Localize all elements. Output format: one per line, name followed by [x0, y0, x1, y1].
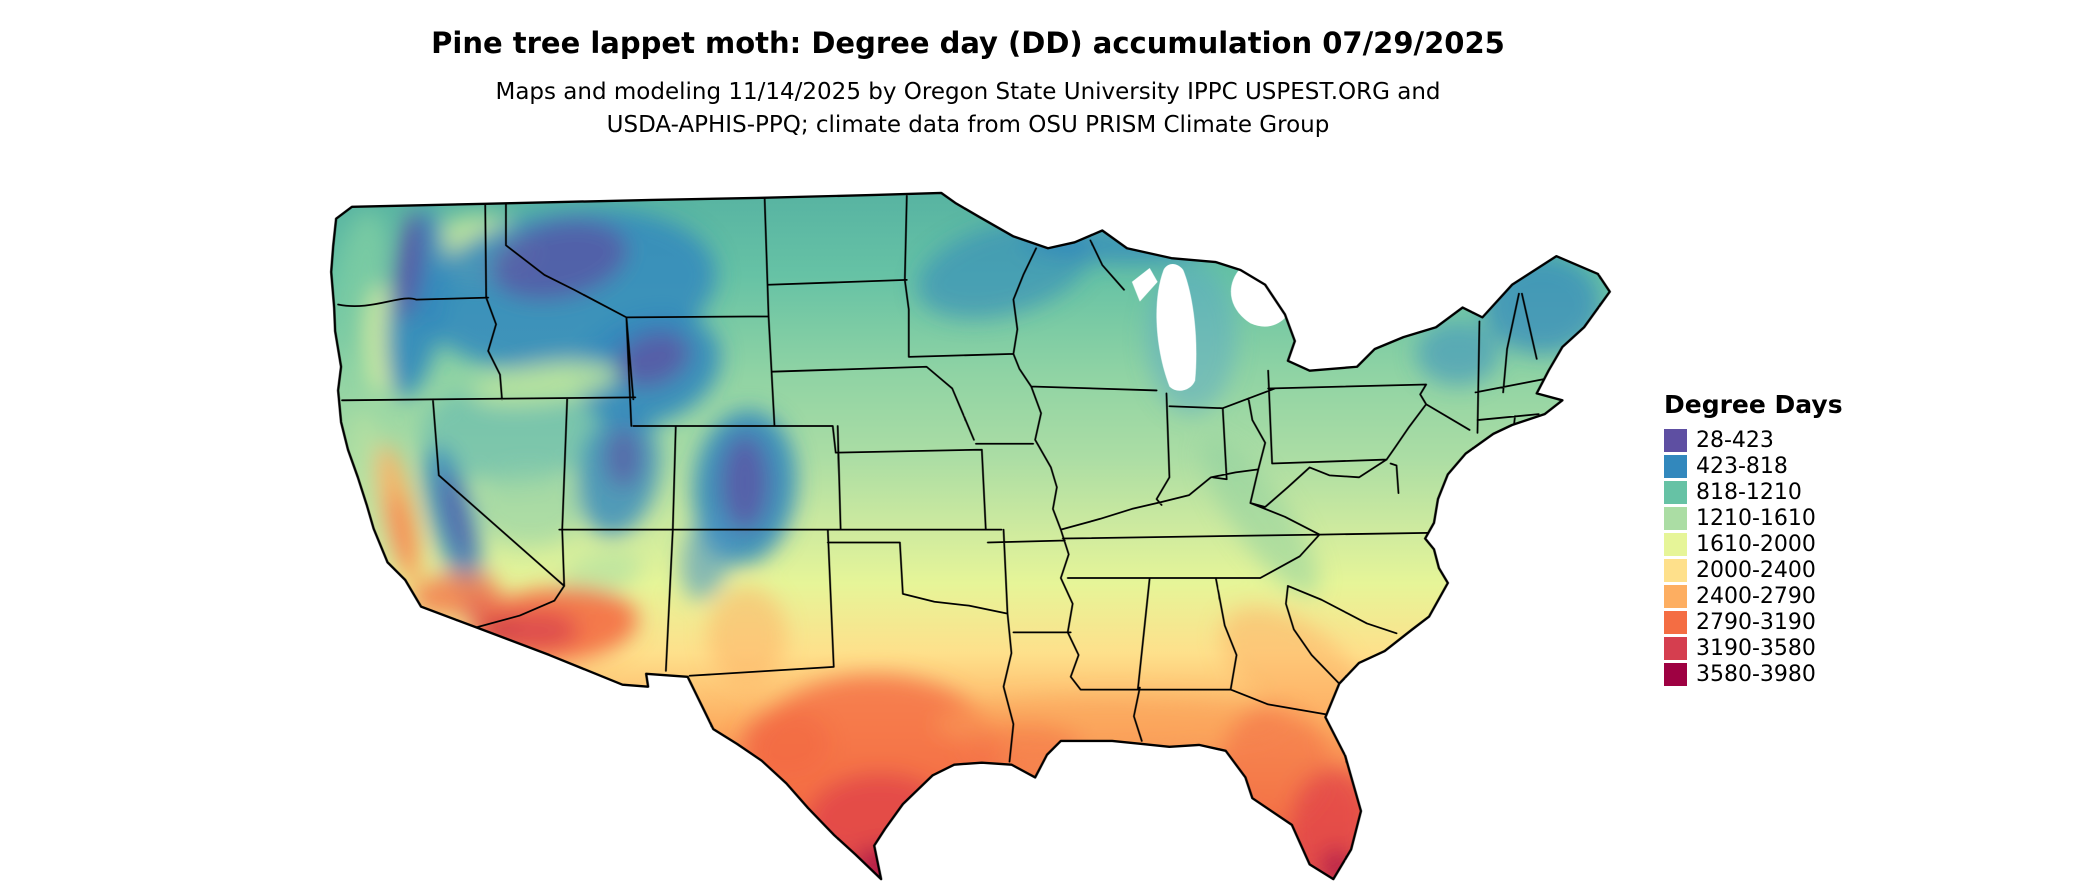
green-bay: [1131, 268, 1158, 302]
us-degree-day-map: [330, 191, 1611, 881]
map-header: Pine tree lappet moth: Degree day (DD) a…: [431, 26, 1505, 142]
legend-item: 818-1210: [1664, 481, 1904, 504]
legend-label: 1210-1610: [1696, 506, 1816, 531]
legend-swatch: [1664, 559, 1687, 582]
lake-huron: [1230, 267, 1294, 327]
legend-item: 2400-2790: [1664, 585, 1904, 608]
legend: Degree Days 28-423 423-818 818-1210 1210-16…: [1664, 390, 1904, 689]
legend-rows: 28-423 423-818 818-1210 1210-1610 1610-2000 2…: [1664, 429, 1904, 686]
legend-swatch: [1664, 637, 1687, 660]
legend-item: 1610-2000: [1664, 533, 1904, 556]
legend-swatch: [1664, 429, 1687, 452]
legend-item: 2790-3190: [1664, 611, 1904, 634]
map-subtitle-line2: USDA-APHIS-PPQ; climate data from OSU PR…: [606, 112, 1330, 138]
lake-michigan: [1156, 264, 1197, 391]
legend-label: 1610-2000: [1696, 532, 1816, 557]
legend-label: 423-818: [1696, 454, 1788, 479]
legend-item: 28-423: [1664, 429, 1904, 452]
map-subtitle: Maps and modeling 11/14/2025 by Oregon S…: [431, 76, 1505, 142]
legend-label: 2400-2790: [1696, 584, 1816, 609]
map-color-field: [331, 192, 1610, 880]
legend-label: 2000-2400: [1696, 558, 1816, 583]
legend-label: 3580-3980: [1696, 662, 1816, 687]
state-borders: [337, 195, 1548, 763]
map-area: [314, 191, 1624, 892]
legend-item: 1210-1610: [1664, 507, 1904, 530]
legend-label: 3190-3580: [1696, 636, 1816, 661]
map-subtitle-line1: Maps and modeling 11/14/2025 by Oregon S…: [495, 79, 1441, 105]
legend-label: 28-423: [1696, 428, 1774, 453]
legend-label: 2790-3190: [1696, 610, 1816, 635]
legend-item: 3580-3980: [1664, 663, 1904, 686]
legend-item: 3190-3580: [1664, 637, 1904, 660]
legend-label: 818-1210: [1696, 480, 1802, 505]
us-outline: [330, 191, 1611, 881]
legend-swatch: [1664, 455, 1687, 478]
legend-swatch: [1664, 481, 1687, 504]
great-lakes: [1131, 264, 1294, 391]
legend-swatch: [1664, 533, 1687, 556]
legend-title: Degree Days: [1664, 390, 1843, 419]
legend-item: 423-818: [1664, 455, 1904, 478]
map-title: Pine tree lappet moth: Degree day (DD) a…: [431, 26, 1505, 60]
legend-swatch: [1664, 585, 1687, 608]
legend-swatch: [1664, 611, 1687, 634]
legend-swatch: [1664, 507, 1687, 530]
legend-swatch: [1664, 663, 1687, 686]
legend-item: 2000-2400: [1664, 559, 1904, 582]
